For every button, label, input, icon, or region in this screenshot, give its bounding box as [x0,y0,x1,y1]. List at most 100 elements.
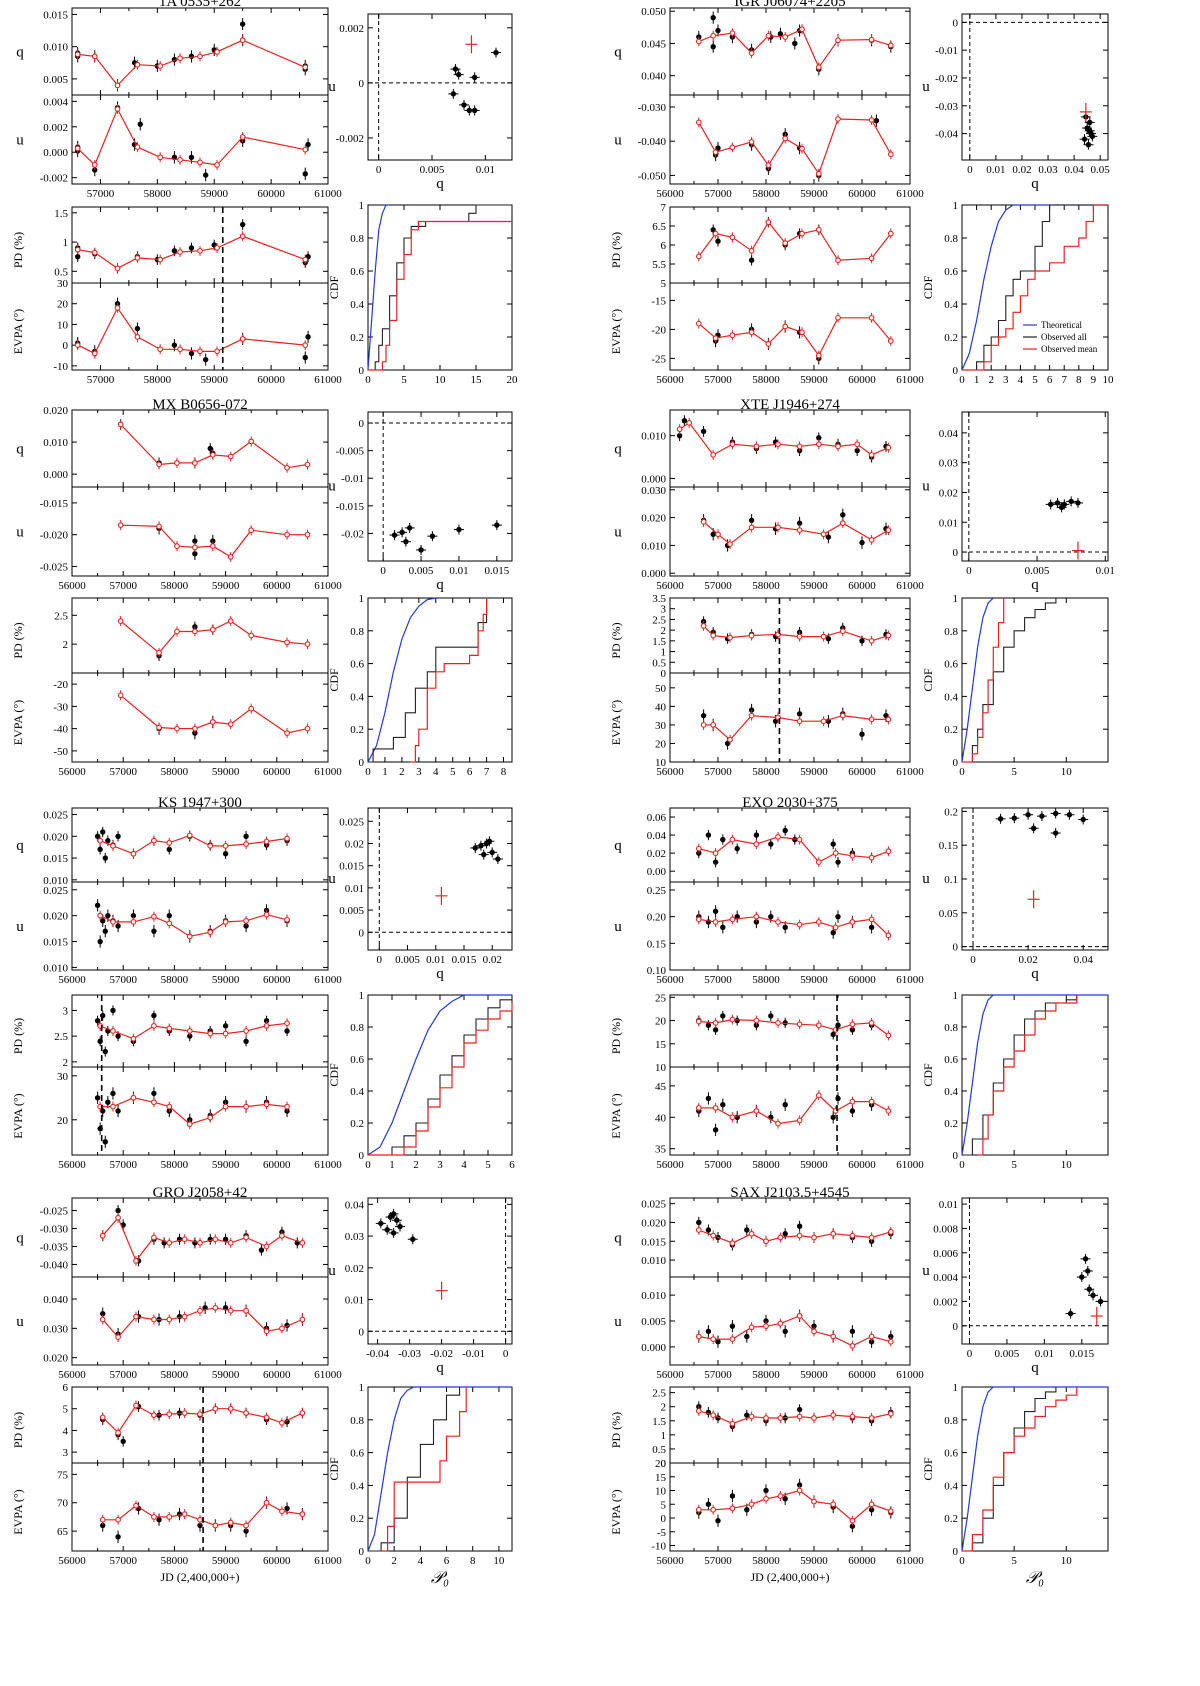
mean-point [243,841,249,847]
mean-point [729,836,736,843]
observed-point [763,1318,769,1324]
x-tick-label: 0.015 [452,954,477,966]
y-tick-label: 0.25 [647,885,667,897]
mean-point [248,527,255,534]
evpa-panel-frame [71,672,329,763]
x-tick-label: 0.05 [1091,164,1111,176]
mean-point [74,246,81,253]
y-tick-label: 1 [359,1382,365,1394]
qu-point [406,525,413,531]
x-tick-label: 61000 [896,188,924,200]
mean-point [849,1098,856,1105]
observed-point [110,1090,116,1097]
qu-point [456,526,462,533]
mean-point [777,1493,784,1499]
qu-point [471,74,478,81]
cdf-theoretical-line [367,597,436,763]
qu-point [1082,1256,1089,1262]
x-tick-label: 20 [507,374,519,386]
observed-point [849,1027,856,1033]
scatter-x-label: q [1031,1360,1039,1376]
mean-point [849,1021,856,1028]
y-tick-label: 2.5 [54,610,68,622]
mean-point [299,1511,306,1517]
y-tick-label: 1 [359,990,365,1002]
mean-point [748,1501,755,1508]
x-tick-label: 0 [377,954,383,966]
x-tick-label: 0 [365,766,371,778]
mean-point [133,1313,139,1320]
y-tick-label: 10 [57,319,69,331]
x-tick-label: 61000 [314,1159,342,1171]
cdf-theoretical-line [961,597,994,763]
mean-point [284,1020,290,1027]
qu-point [1081,136,1088,142]
mean-point [712,1105,719,1111]
x-tick-label: 56000 [656,188,684,200]
y-tick-label: -0.030 [638,102,667,114]
evpa-panel-frame [71,1462,329,1552]
y-tick-label: 0.010 [641,540,666,552]
x-tick-label: 61000 [896,974,924,986]
qu-point [391,532,398,538]
mean-point [99,1316,106,1323]
qu-scatter-frame [367,411,513,562]
mean-point [114,265,121,272]
mean-point [157,154,164,161]
qu-scatter-frame [367,807,513,951]
x-tick-label: 59000 [212,580,240,592]
observed-point [835,1095,841,1102]
y-tick-label: -40 [53,724,68,736]
y-tick-label: -0.02 [935,73,958,85]
qu-point [1058,504,1065,511]
y-tick-label: -5 [657,1527,667,1539]
mean-point [174,628,180,635]
observed-point [840,512,846,518]
cdf-axis-label: CDF [921,1063,935,1087]
evpa-panel-frame [669,1066,911,1156]
observed-point [720,836,726,843]
timeline-x-label: JD (2,400,000+) [750,1570,829,1584]
q-axis-label: q [16,1231,24,1247]
evpa-panel-frame [669,282,911,371]
x-tick-label: 56000 [656,1555,684,1567]
x-tick-label: 58000 [752,1555,780,1567]
u-axis-label: u [614,525,622,541]
y-tick-label: 15 [655,1039,667,1051]
u-mean-line [703,521,889,545]
x-tick-label: 60000 [848,1159,876,1171]
y-tick-label: 0.03 [345,1231,365,1243]
y-tick-label: 0.4 [944,1086,958,1098]
observed-point [849,1328,856,1335]
qu-point [455,71,462,78]
q-axis-label: q [614,838,622,854]
mean-point [284,464,290,471]
x-tick-label: 10 [1061,766,1073,778]
mean-point [151,1023,157,1029]
y-tick-label: 0.2 [944,806,958,818]
mean-point [885,932,892,939]
mean-point [835,257,841,264]
mean-point [729,30,736,36]
y-tick-label: 0 [359,365,365,377]
pd-mean-line [698,221,892,261]
qu-point [397,1223,403,1230]
y-tick-label: 1 [661,647,667,659]
observed-point [744,1227,750,1233]
y-tick-label: 3.5 [652,593,666,605]
observed-point [305,334,311,340]
observed-point [74,253,81,260]
evpa-axis-label: EVPA (°) [609,1489,623,1534]
x-tick-label: 9 [1091,374,1097,386]
mean-point [114,106,121,112]
qu-point [1079,1274,1085,1280]
mean-point [192,460,198,466]
observed-point [188,245,195,251]
mean-point [830,1501,837,1508]
mean-point [775,441,781,448]
mean-point [868,117,875,123]
y-tick-label: 0.015 [339,861,364,873]
mean-point [700,518,707,525]
y-tick-label: -10 [651,1541,666,1553]
qu-point [1090,1292,1096,1299]
